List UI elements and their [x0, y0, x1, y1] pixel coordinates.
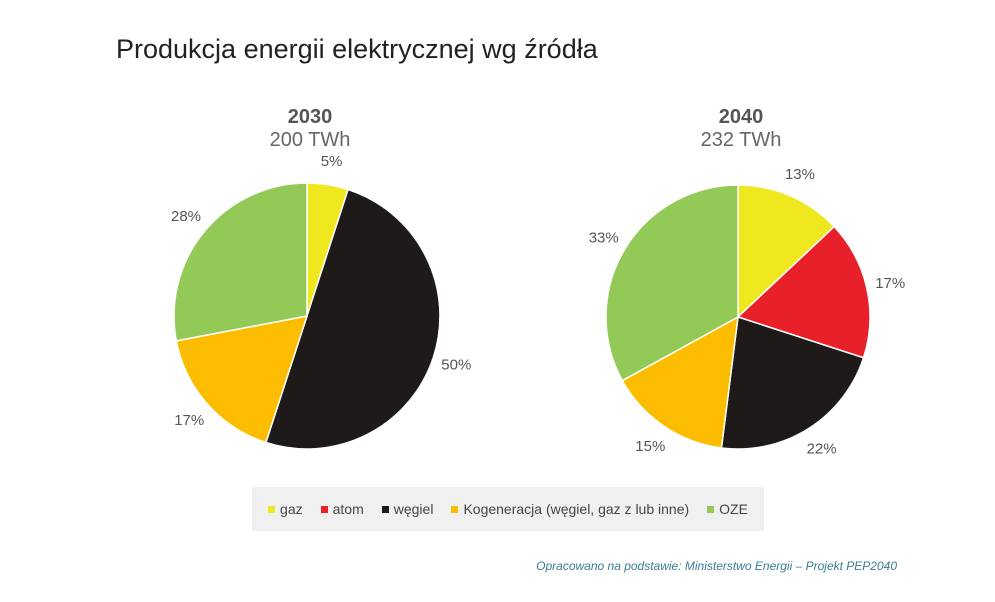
legend: gaz atom węgiel Kogeneracja (węgiel, gaz z … — [252, 487, 764, 531]
data-label: 15% — [635, 438, 665, 455]
legend-swatch — [268, 505, 276, 513]
pie-total: 232 TWh — [700, 129, 782, 151]
legend-item: gaz — [268, 501, 303, 517]
pie-slice — [605, 184, 739, 382]
pie-slice — [621, 315, 739, 449]
legend-swatch — [707, 505, 715, 513]
legend-swatch — [451, 505, 459, 513]
legend-label: Kogeneracja (węgiel, gaz z lub inne) — [463, 501, 690, 517]
data-label: 17% — [174, 412, 204, 429]
data-label: 17% — [875, 275, 905, 292]
pie-slice — [173, 182, 308, 342]
legend-swatch — [381, 505, 389, 513]
pie-slice — [175, 315, 309, 444]
pie-title-2030: 2030 200 TWh — [210, 106, 410, 152]
pie-slice — [264, 188, 441, 450]
legend-label: OZE — [719, 501, 748, 517]
legend-label: węgiel — [393, 501, 434, 517]
legend-swatch — [320, 505, 328, 513]
data-label: 22% — [807, 441, 837, 458]
pie-total: 200 TWh — [269, 129, 351, 151]
legend-item: Kogeneracja (węgiel, gaz z lub inne) — [451, 501, 689, 517]
legend-label: atom — [332, 501, 364, 517]
pie-slice — [737, 184, 836, 319]
legend-item: atom — [320, 501, 364, 517]
pie-title-2040: 2040 232 TWh — [641, 106, 841, 152]
data-label: 33% — [589, 230, 619, 247]
data-label: 13% — [785, 166, 815, 183]
pie-year: 2030 — [287, 106, 333, 128]
legend-item: OZE — [707, 501, 748, 517]
data-label: 5% — [321, 153, 343, 170]
pie-year: 2040 — [718, 106, 764, 128]
data-label: 50% — [441, 357, 471, 374]
pie-slice — [720, 316, 865, 450]
legend-item: węgiel — [381, 501, 434, 517]
chart-title: Produkcja energii elektrycznej wg źródła — [116, 34, 598, 64]
source-note: Opracowano na podstawie: Ministerstwo En… — [536, 559, 897, 573]
legend-label: gaz — [280, 501, 303, 517]
data-label: 28% — [171, 208, 201, 225]
pie-slice — [736, 225, 871, 359]
